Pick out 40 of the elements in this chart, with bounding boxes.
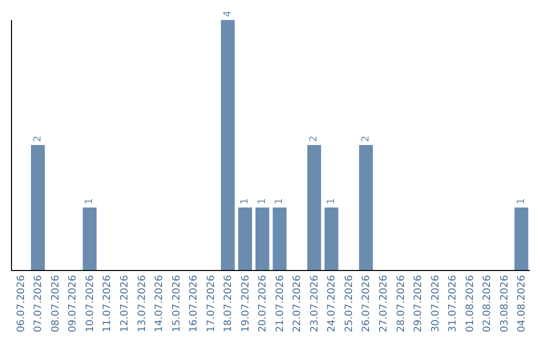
x-tick-label: 12.07.2026 <box>119 275 130 332</box>
x-tick-label: 20.07.2026 <box>258 275 269 332</box>
x-tick-label: 31.07.2026 <box>448 275 459 332</box>
x-tick-label: 30.07.2026 <box>430 275 442 332</box>
x-tick-label: 15.07.2026 <box>171 275 182 332</box>
x-tick-label: 23.07.2026 <box>309 275 320 332</box>
data-label: 2 <box>308 136 320 142</box>
x-tick-label: 03.08.2026 <box>499 275 510 332</box>
data-label: 1 <box>326 198 337 204</box>
x-tick-label: 19.07.2026 <box>240 275 252 332</box>
x-tick-label: 01.08.2026 <box>464 275 476 332</box>
x-tick-label: 09.07.2026 <box>68 275 79 332</box>
x-tick-label: 21.07.2026 <box>274 275 286 332</box>
x-tick-label: 17.07.2026 <box>206 275 217 332</box>
data-label: 2 <box>360 136 372 142</box>
x-tick-label: 28.07.2026 <box>396 275 407 332</box>
x-tick-label: 06.07.2026 <box>16 275 27 332</box>
x-tick-label: 16.07.2026 <box>188 275 200 332</box>
x-tick-label: 13.07.2026 <box>136 275 148 332</box>
x-tick-label: 14.07.2026 <box>154 275 166 332</box>
data-label: 2 <box>32 136 44 142</box>
x-tick-label: 29.07.2026 <box>413 275 424 332</box>
x-tick-label: 10.07.2026 <box>84 275 96 332</box>
data-label: 1 <box>240 198 251 204</box>
data-label: 1 <box>274 198 286 204</box>
data-label: 1 <box>84 198 96 204</box>
data-label: 1 <box>256 198 268 204</box>
x-tick-label: 02.08.2026 <box>482 275 494 332</box>
x-tick-label: 26.07.2026 <box>361 275 372 332</box>
x-tick-label: 04.08.2026 <box>516 275 528 332</box>
x-tick-label: 18.07.2026 <box>223 275 234 332</box>
data-label: 4 <box>222 10 234 17</box>
x-tick-label: 08.07.2026 <box>50 275 62 332</box>
x-tick-label: 11.07.2026 <box>102 275 114 332</box>
data-label: 1 <box>516 198 527 204</box>
x-tick-label: 22.07.2026 <box>292 275 304 332</box>
x-tick-label: 27.07.2026 <box>378 275 390 332</box>
x-tick-label: 07.07.2026 <box>33 275 44 332</box>
x-tick-label: 24.07.2026 <box>326 275 338 332</box>
x-tick-label: 25.07.2026 <box>344 275 355 332</box>
